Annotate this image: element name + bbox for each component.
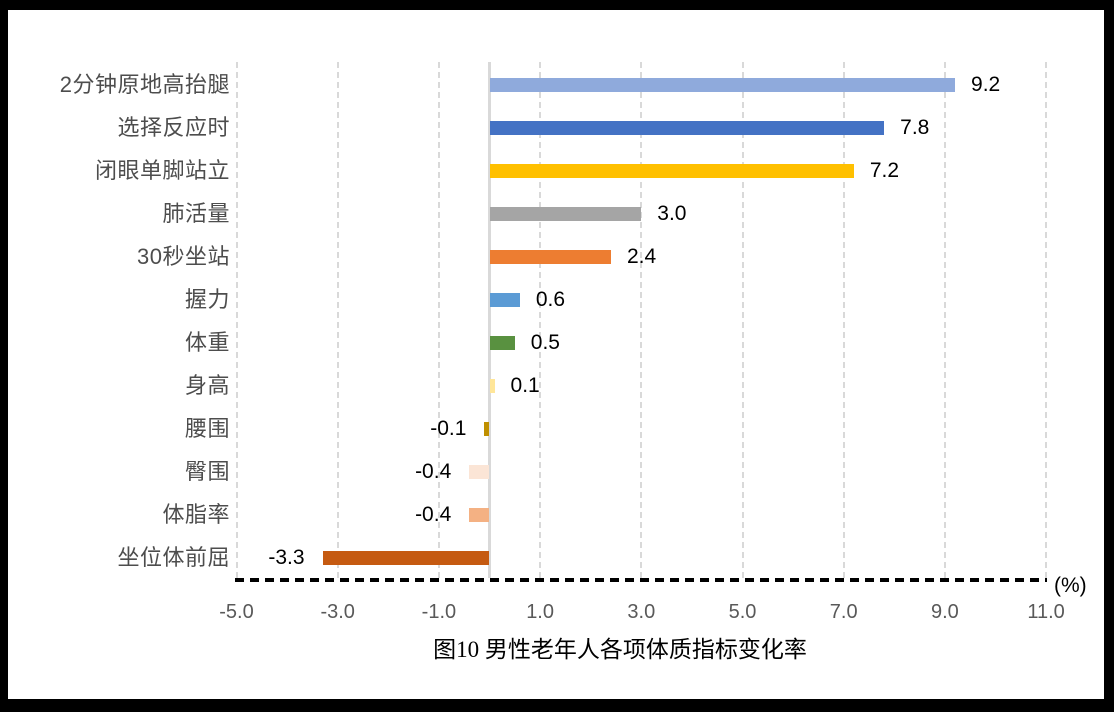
value-label: 0.5 <box>530 330 560 354</box>
bar-30秒坐站 <box>489 249 611 264</box>
x-axis-tick-label: 11.0 <box>1027 601 1065 623</box>
category-label: 体重 <box>184 329 230 355</box>
category-label: 30秒坐站 <box>137 243 230 269</box>
category-label: 闭眼单脚站立 <box>94 157 230 183</box>
category-label: 腰围 <box>184 415 230 441</box>
gridline-7.0 <box>842 62 845 578</box>
axis-unit-label: (%) <box>1054 574 1087 597</box>
value-label: 7.8 <box>900 115 930 139</box>
value-label: -0.4 <box>415 459 452 483</box>
category-label: 体脂率 <box>162 501 230 527</box>
gridline-1.0 <box>539 62 542 578</box>
value-label: -0.1 <box>430 416 467 440</box>
x-axis-tick-label: 7.0 <box>829 601 858 623</box>
category-label: 选择反应时 <box>117 114 230 140</box>
category-label: 坐位体前屈 <box>117 544 230 570</box>
gridline-3.0 <box>640 62 643 578</box>
value-label: 2.4 <box>626 244 657 268</box>
bar-身高 <box>489 378 495 393</box>
value-label: 7.2 <box>869 158 900 182</box>
gridline--5.0 <box>235 62 238 578</box>
x-axis-tick-label: -3.0 <box>320 601 355 623</box>
value-label: -0.4 <box>415 502 452 526</box>
zero-axis-line <box>488 62 491 578</box>
gridline--3.0 <box>336 62 339 578</box>
value-label: 3.0 <box>657 201 687 225</box>
gridline--1.0 <box>437 62 440 578</box>
bar-2分钟原地高抬腿 <box>489 77 956 92</box>
bar-坐位体前屈 <box>322 550 490 565</box>
x-axis-tick-label: 5.0 <box>728 601 757 623</box>
value-label: 0.1 <box>510 373 540 397</box>
category-label: 臀围 <box>184 458 230 484</box>
value-label: 9.2 <box>971 72 1001 96</box>
gridline-11.0 <box>1045 62 1048 578</box>
x-axis-tick-label: -5.0 <box>219 601 254 623</box>
category-label: 2分钟原地高抬腿 <box>59 71 230 97</box>
x-axis-tick-label: -1.0 <box>421 601 457 623</box>
x-axis-tick-label: 1.0 <box>526 601 554 623</box>
category-label: 握力 <box>184 286 230 312</box>
bar-握力 <box>489 292 520 307</box>
category-label: 身高 <box>184 372 230 398</box>
category-label: 肺活量 <box>162 200 230 226</box>
x-axis-tick-label: 3.0 <box>627 601 656 623</box>
bar-肺活量 <box>489 206 642 221</box>
bar-选择反应时 <box>489 120 885 135</box>
chart-title: 图10 男性老年人各项体质指标变化率 <box>433 637 807 662</box>
bar-体重 <box>489 335 515 350</box>
gridline-9.0 <box>943 62 946 578</box>
x-axis-line <box>235 578 1047 582</box>
bar-臀围 <box>469 464 490 479</box>
bar-体脂率 <box>469 507 490 522</box>
x-axis-tick-label: 9.0 <box>930 601 959 623</box>
gridline-5.0 <box>741 62 744 578</box>
bar-闭眼单脚站立 <box>489 163 854 178</box>
value-label: -3.3 <box>268 545 305 569</box>
value-label: 0.6 <box>535 287 566 311</box>
bar-腰围 <box>484 421 490 436</box>
